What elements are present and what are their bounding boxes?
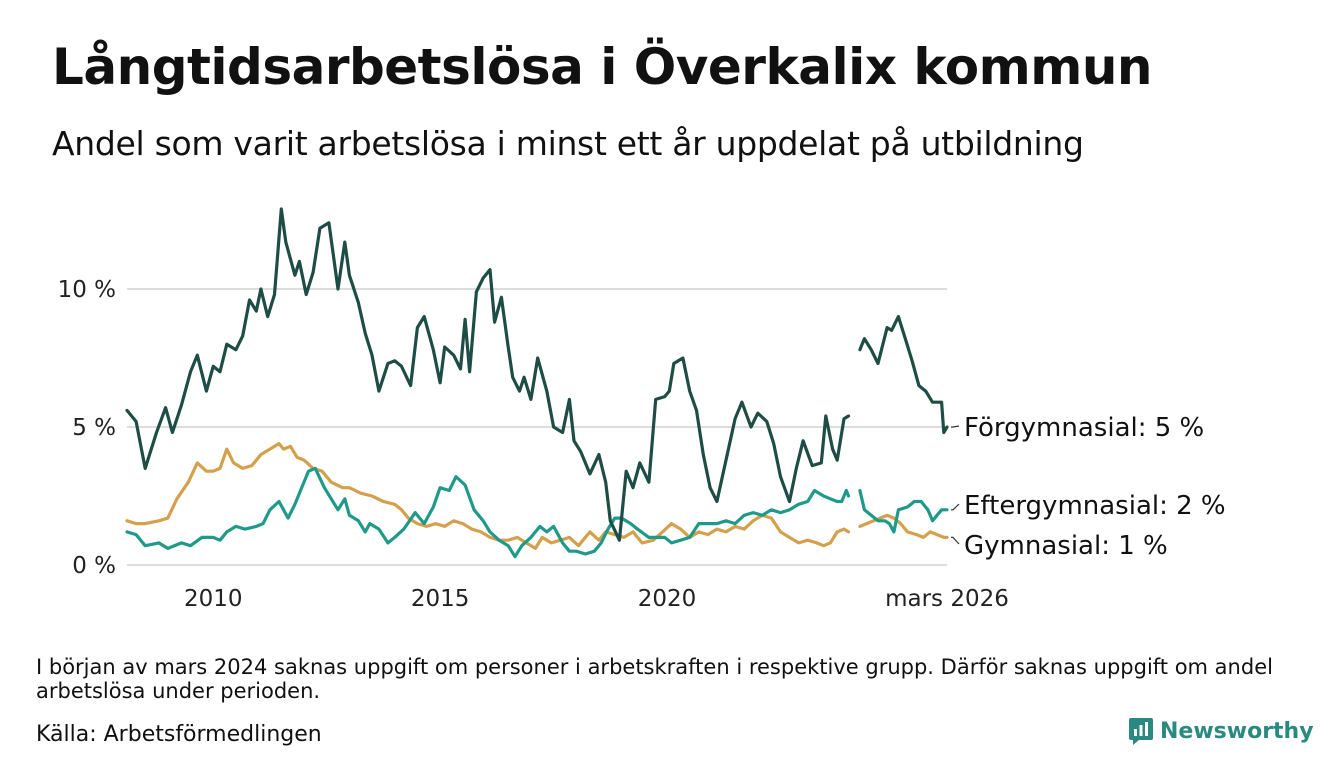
x-tick-label: 2015 [411,586,470,612]
leader-line [951,503,960,511]
footnote: I början av mars 2024 saknas uppgift om … [36,655,1273,703]
y-tick-label: 5 % [72,415,116,441]
x-tick-label: 2020 [638,586,697,612]
series-line-gymnasial [125,442,949,550]
series-lines [125,207,949,559]
end-labels: Förgymnasial: 5 % Eftergymnasial: 2 % Gymn… [951,413,1226,561]
line-chart: 0 % 5 % 10 % 2010 2015 2020 mars 2026 Förgymn… [58,207,1226,612]
leader-line [951,425,960,428]
chart-title: Långtidsarbetslösa i Överkalix kommun [52,38,1153,96]
series-end-label: Eftergymnasial: 2 % [964,491,1226,521]
y-axis-ticks: 0 % 5 % 10 % [58,277,116,579]
gridlines [127,288,947,566]
y-tick-label: 0 % [72,553,116,579]
brand-logo[interactable]: Newsworthy [1128,716,1314,746]
x-tick-label: mars 2026 [885,586,1009,612]
y-tick-label: 10 % [58,277,116,303]
series-end-label: Gymnasial: 1 % [964,531,1168,561]
source-credit: Källa: Arbetsförmedlingen [36,722,322,747]
leader-line [951,536,960,545]
x-axis-ticks: 2010 2015 2020 mars 2026 [184,586,1009,612]
series-end-label: Förgymnasial: 5 % [964,413,1204,443]
brand-name: Newsworthy [1160,718,1314,744]
newsworthy-logo-icon [1129,718,1153,745]
series-line-eftergymnasial [125,466,949,559]
chart-subtitle: Andel som varit arbetslösa i minst ett å… [52,124,1084,163]
x-tick-label: 2010 [184,586,243,612]
series-line-frgymnasial [125,207,949,542]
